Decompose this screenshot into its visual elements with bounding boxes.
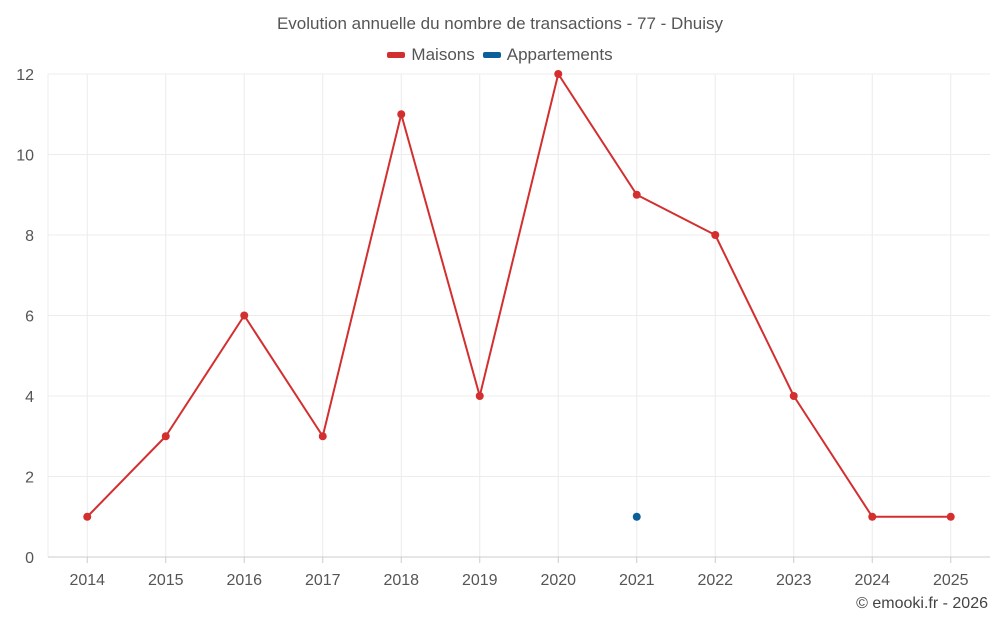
data-point-maisons (397, 110, 406, 119)
data-point-maisons (711, 231, 720, 239)
x-tick-label: 2024 (854, 572, 890, 589)
x-tick-label: 2015 (148, 572, 184, 589)
y-tick-label: 2 (25, 470, 34, 487)
data-point-maisons (240, 311, 249, 320)
data-point-maisons (632, 190, 641, 199)
legend-item-appartements[interactable]: Appartements (482, 45, 613, 65)
series-line-maisons (86, 73, 951, 518)
x-tick-label: 2016 (226, 572, 262, 589)
chart-legend: Maisons Appartements (0, 45, 1000, 65)
copyright-credit: © emooki.fr - 2026 (856, 595, 988, 612)
x-tick-label: 2019 (462, 572, 498, 589)
x-tick-label: 2014 (69, 572, 105, 589)
data-point-maisons (789, 392, 798, 400)
legend-item-maisons[interactable]: Maisons (387, 45, 475, 65)
data-point-maisons (554, 70, 563, 78)
y-tick-label: 6 (25, 309, 34, 326)
y-tick-label: 8 (25, 228, 34, 245)
legend-swatch-maisons (387, 52, 406, 58)
x-tick-label: 2020 (540, 572, 576, 589)
legend-swatch-appartements (482, 52, 501, 58)
chart-title: Evolution annuelle du nombre de transact… (276, 14, 724, 33)
data-point-maisons (318, 432, 327, 441)
legend-label-appartements: Appartements (506, 45, 613, 64)
data-point-maisons (475, 392, 484, 400)
x-tick-label: 2022 (697, 572, 733, 589)
y-tick-label: 10 (16, 148, 34, 165)
y-tick-label: 12 (16, 67, 34, 84)
data-point-maisons (161, 432, 170, 441)
data-point-maisons (868, 512, 877, 521)
data-point-maisons (946, 512, 955, 521)
y-tick-label: 0 (25, 550, 34, 567)
y-tick-label: 4 (25, 389, 34, 406)
x-tick-label: 2023 (776, 572, 812, 589)
data-point-appartements (632, 512, 641, 521)
data-point-maisons (83, 512, 92, 521)
x-tick-label: 2025 (933, 572, 969, 589)
x-tick-label: 2017 (305, 572, 341, 589)
x-tick-label: 2018 (383, 572, 419, 589)
x-tick-label: 2021 (619, 572, 655, 589)
legend-label-maisons: Maisons (411, 45, 475, 64)
